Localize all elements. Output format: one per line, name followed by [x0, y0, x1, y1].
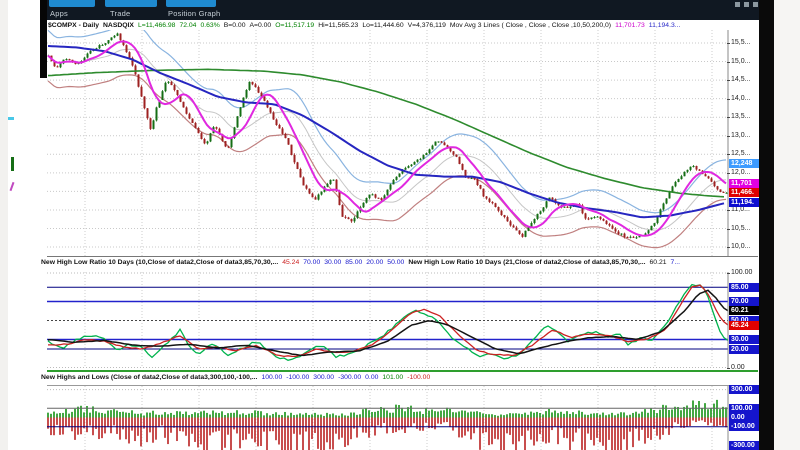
- symbol-title-segment: $COMPX - Daily: [48, 22, 99, 29]
- symbol-title-segment: A=0.00: [249, 22, 272, 29]
- top-tab-bar: Apps Trade Position Graph: [47, 0, 759, 20]
- ratio-title-segment: 50.00: [387, 259, 405, 266]
- symbol-title-segment: 0.63%: [200, 22, 220, 29]
- breadth-title-segment: -300.00: [338, 374, 362, 381]
- window-border-right[interactable]: [759, 0, 774, 450]
- tab-apps[interactable]: Apps: [50, 9, 68, 18]
- tab-trade[interactable]: Trade: [110, 9, 131, 18]
- tab-position-graph[interactable]: Position Graph: [168, 9, 221, 18]
- panel-separator-2: [47, 385, 758, 386]
- ratio-panel-title: New High Low Ratio 10 Days (10,Close of …: [41, 258, 759, 268]
- ratio-panel-canvas[interactable]: [47, 272, 729, 368]
- axis-label: 14,0...: [726, 94, 751, 102]
- ratio-title-segment: 7...: [670, 259, 680, 266]
- minimize-icon[interactable]: [735, 2, 740, 7]
- background-window-candle: [11, 157, 14, 171]
- axis-label: 14,5...: [726, 76, 751, 84]
- tab-pill-position-graph[interactable]: [166, 0, 216, 7]
- symbol-title-row: $COMPX - Daily NASDQIX L=11,466.98 72.04 0.6…: [48, 21, 760, 31]
- breadth-title-segment: New Highs and Lows (Close of data2,Close…: [41, 374, 258, 381]
- ratio-title-segment: 60.21: [649, 259, 667, 266]
- axis-label: 11,0...: [727, 205, 750, 213]
- price-badge: 12,248: [729, 159, 759, 169]
- breadth-title-segment: 300.00: [313, 374, 335, 381]
- ratio-title-segment: New High Low Ratio 10 Days (10,Close of …: [41, 259, 279, 266]
- price-badge: 20.00: [729, 344, 759, 354]
- breadth-title-segment: -100.00: [286, 374, 310, 381]
- price-badge: 11,194.: [729, 198, 759, 208]
- axis-label: 13,0...: [726, 131, 751, 139]
- symbol-title-segment: V=4,376,119: [407, 22, 446, 29]
- price-badge: 60.21: [729, 306, 759, 316]
- window-border-left: [40, 0, 47, 78]
- background-window-mark: [8, 117, 14, 120]
- axis-label: 12,5...: [726, 150, 751, 158]
- ratio-title-segment: 30.00: [324, 259, 342, 266]
- ratio-title-segment: 70.00: [303, 259, 321, 266]
- breadth-title-segment: -100.00: [407, 374, 431, 381]
- price-badge: 11,466.: [729, 188, 759, 198]
- axis-label: 15,0...: [726, 57, 751, 65]
- price-badge: 85.00: [729, 282, 759, 292]
- symbol-title-segment: O=11,517.19: [275, 22, 315, 29]
- symbol-title-segment: Mov Avg 3 Lines ( Close , Close , Close …: [449, 22, 612, 29]
- price-badge: 100.00: [729, 403, 759, 413]
- symbol-title-segment: 11,701.73: [615, 22, 645, 29]
- breadth-title-segment: 101.00: [382, 374, 404, 381]
- desktop-background: [774, 0, 800, 450]
- price-badge: 45.24: [729, 320, 759, 330]
- ratio-title-segment: 20.00: [366, 259, 384, 266]
- ratio-title-segment: New High Low Ratio 10 Days (21,Close of …: [408, 259, 646, 266]
- breadth-panel-title: New Highs and Lows (Close of data2,Close…: [41, 373, 759, 383]
- price-badge: -100.00: [729, 422, 759, 432]
- symbol-title-segment: L=11,466.98: [137, 22, 176, 29]
- symbol-title-segment: 11,194.3...: [648, 22, 681, 29]
- tab-pill-trade[interactable]: [105, 0, 157, 7]
- symbol-title-segment: Lo=11,444.60: [362, 22, 404, 29]
- ratio-title-segment: 45.24: [282, 259, 300, 266]
- price-badge: 11,701: [729, 179, 759, 189]
- green-separator-line: [47, 370, 758, 372]
- axis-label: 10,0...: [726, 243, 751, 251]
- price-chart-canvas[interactable]: [47, 30, 729, 256]
- ratio-title-segment: 85.00: [345, 259, 363, 266]
- symbol-title-segment: Hi=11,565.23: [318, 22, 359, 29]
- panel-separator: [47, 256, 758, 257]
- axis-label: 12,0...: [726, 168, 751, 176]
- close-icon[interactable]: [753, 2, 758, 7]
- axis-label: 10,5...: [726, 224, 751, 232]
- price-badge: -300.00: [729, 440, 759, 450]
- axis-label: 15,5...: [726, 39, 751, 46]
- tab-pill-apps[interactable]: [49, 0, 95, 7]
- symbol-title-segment: NASDQIX: [103, 22, 134, 29]
- axis-label: 13,5...: [726, 113, 751, 121]
- breadth-title-segment: 0.00: [365, 374, 379, 381]
- price-badge: 300.00: [729, 385, 759, 395]
- restore-icon[interactable]: [744, 2, 749, 7]
- symbol-title-segment: 72.04: [179, 22, 197, 29]
- breadth-title-segment: 100.00: [261, 374, 283, 381]
- price-badge: 50.00: [729, 316, 759, 325]
- axis-label: 100.00: [726, 269, 753, 276]
- price-badge: 30.00: [729, 335, 759, 344]
- breadth-panel-canvas[interactable]: [47, 386, 729, 450]
- price-badge: 70.00: [729, 297, 759, 306]
- price-badge: 0.00: [729, 413, 759, 422]
- symbol-title-segment: B=0.00: [223, 22, 246, 29]
- axis-label: 0.00: [727, 364, 745, 371]
